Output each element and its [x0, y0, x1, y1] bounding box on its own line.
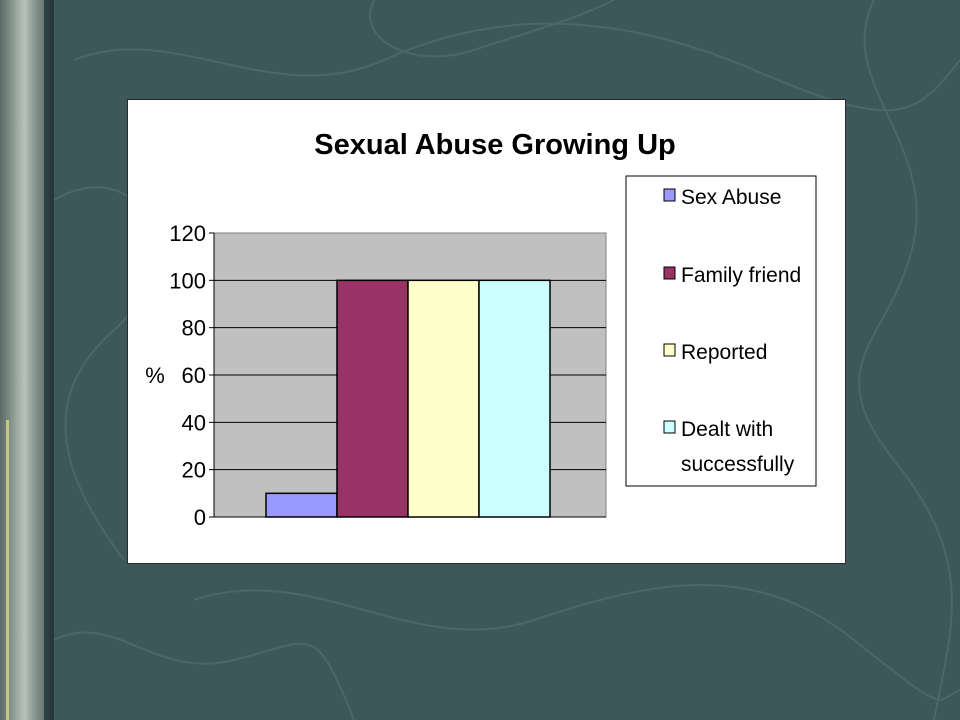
y-tick-label: 100 [169, 268, 206, 293]
legend-swatch [663, 188, 676, 202]
decorative-side-strip [0, 0, 54, 720]
strip-accent-line [6, 420, 9, 720]
legend [625, 175, 817, 487]
y-tick-label: 120 [169, 221, 206, 246]
legend-label: Dealt with [681, 418, 773, 441]
y-axis-label: % [145, 363, 165, 388]
background-contour-lines [54, 0, 960, 720]
legend-label: successfully [681, 453, 795, 476]
bar [407, 279, 480, 518]
bar [336, 279, 409, 518]
strip-edge [44, 0, 54, 720]
chart-panel: Sexual Abuse Growing Up 0 20 40 60 80 100 120 … [127, 99, 846, 564]
y-tick-label: 80 [182, 316, 206, 341]
y-tick-label: 40 [182, 410, 206, 435]
bars [214, 279, 606, 518]
y-tick-label: 0 [194, 505, 206, 530]
legend-label: Family friend [681, 264, 801, 287]
legend-swatch [663, 266, 676, 280]
bar [478, 279, 551, 518]
legend-label: Sex Abuse [681, 186, 781, 209]
chart-title: Sexual Abuse Growing Up [314, 129, 675, 161]
chart-svg: Sexual Abuse Growing Up 020406080100120 … [145, 129, 817, 530]
legend-entries: Sex Abuse Family friend Reported Dealt with… [663, 186, 801, 476]
y-tick-label: 60 [182, 363, 206, 388]
legend-swatch [663, 420, 676, 434]
y-axis-ticks: 0 20 40 60 80 100 120 [169, 221, 215, 530]
legend-label: Reported [681, 341, 767, 364]
bar [265, 492, 338, 518]
y-tick-label: 20 [182, 458, 206, 483]
legend-swatch [663, 343, 676, 357]
